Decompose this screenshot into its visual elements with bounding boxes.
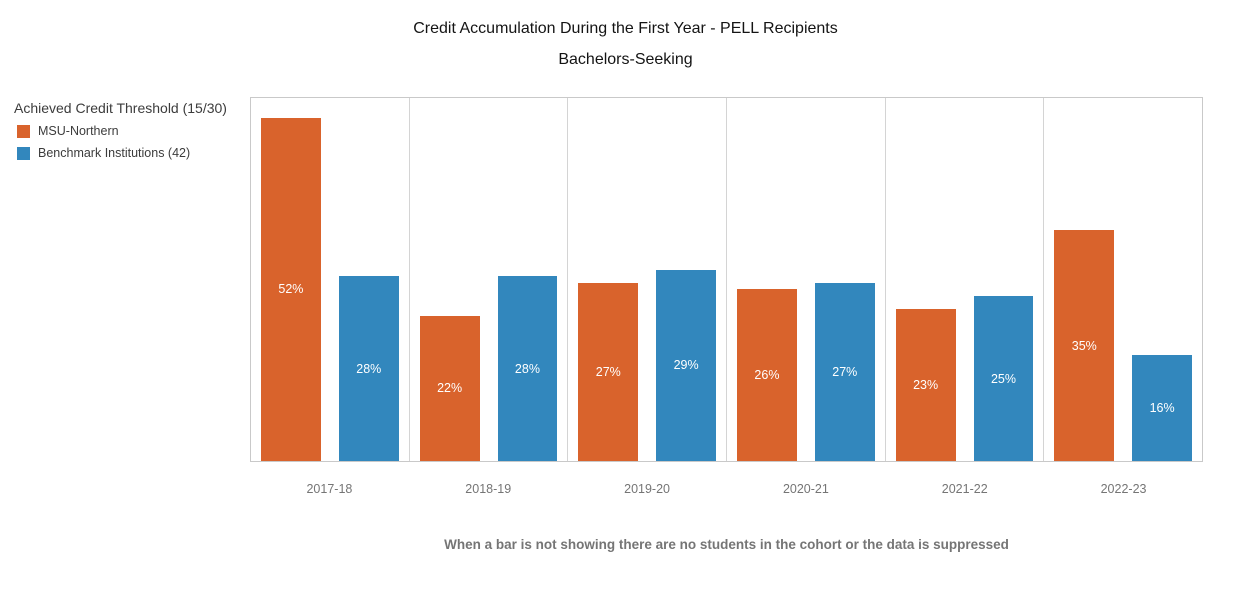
category-panel-2021-22: 23% 25%: [886, 98, 1045, 461]
bar-value-label: 52%: [278, 282, 304, 297]
legend-items: MSU-Northern Benchmark Institutions (42): [14, 124, 227, 160]
bar-value-label: 28%: [356, 361, 382, 376]
bar-value-label: 35%: [1071, 338, 1097, 353]
category-panel-2020-21: 26% 27%: [727, 98, 886, 461]
bar-benchmark-institutions-42[interactable]: 29%: [656, 269, 717, 461]
bar-value-label: 25%: [990, 371, 1016, 386]
bar-value-label: 29%: [673, 358, 699, 373]
chart-footnote: When a bar is not showing there are no s…: [444, 537, 1009, 552]
bar-benchmark-institutions-42[interactable]: 28%: [338, 276, 399, 461]
legend-item-label: Benchmark Institutions (42): [38, 146, 191, 160]
bar-value-label: 22%: [437, 381, 463, 396]
legend-heading: Achieved Credit Threshold (15/30): [14, 100, 227, 116]
category-panel-2017-18: 52% 28%: [251, 98, 410, 461]
legend-item-benchmark-institutions-42[interactable]: Benchmark Institutions (42): [17, 146, 227, 160]
bar-msu-northern[interactable]: 35%: [1054, 230, 1115, 461]
chart-subtitle: Bachelors-Seeking: [558, 51, 693, 68]
category-panel-2019-20: 27% 29%: [568, 98, 728, 461]
bar-benchmark-institutions-42[interactable]: 25%: [973, 296, 1034, 461]
bar-benchmark-institutions-42[interactable]: 16%: [1132, 355, 1193, 461]
x-axis-label-2022-23: 2022-23: [1100, 482, 1147, 496]
x-axis: 2017-18 2018-19 2019-20 2020-21 2021-22 2022-…: [250, 482, 1203, 496]
bar-benchmark-institutions-42[interactable]: 27%: [814, 282, 875, 461]
bar-msu-northern[interactable]: 22%: [419, 315, 480, 461]
legend-item-msu-northern[interactable]: MSU-Northern: [17, 124, 227, 138]
bar-msu-northern[interactable]: 52%: [261, 117, 321, 461]
bar-msu-northern[interactable]: 26%: [737, 289, 797, 461]
bar-value-label: 27%: [595, 364, 621, 379]
x-axis-label-2017-18: 2017-18: [306, 482, 353, 496]
bar-msu-northern[interactable]: 23%: [895, 309, 956, 461]
category-panel-2018-19: 22% 28%: [410, 98, 569, 461]
bar-value-label: 28%: [514, 361, 540, 376]
bar-value-label: 16%: [1149, 401, 1175, 416]
x-axis-label-2018-19: 2018-19: [465, 482, 512, 496]
bar-value-label: 26%: [754, 368, 780, 383]
legend-item-label: MSU-Northern: [38, 124, 119, 138]
x-axis-label-2021-22: 2021-22: [941, 482, 988, 496]
chart-title: Credit Accumulation During the First Yea…: [413, 20, 838, 37]
plot-area: 52% 28% 22% 28% 27% 29% 26% 27% 23% 25% 35% 16%: [250, 97, 1203, 462]
bar-msu-northern[interactable]: 27%: [578, 282, 639, 461]
legend-swatch: [17, 146, 30, 160]
bar-benchmark-institutions-42[interactable]: 28%: [497, 276, 558, 461]
bar-value-label: 27%: [832, 364, 858, 379]
x-axis-label-2020-21: 2020-21: [782, 482, 829, 496]
x-axis-label-2019-20: 2019-20: [624, 482, 670, 496]
bar-value-label: 23%: [913, 378, 939, 393]
legend: Achieved Credit Threshold (15/30) MSU-No…: [14, 100, 227, 168]
category-panel-2022-23: 35% 16%: [1044, 98, 1202, 461]
legend-swatch: [17, 124, 30, 138]
